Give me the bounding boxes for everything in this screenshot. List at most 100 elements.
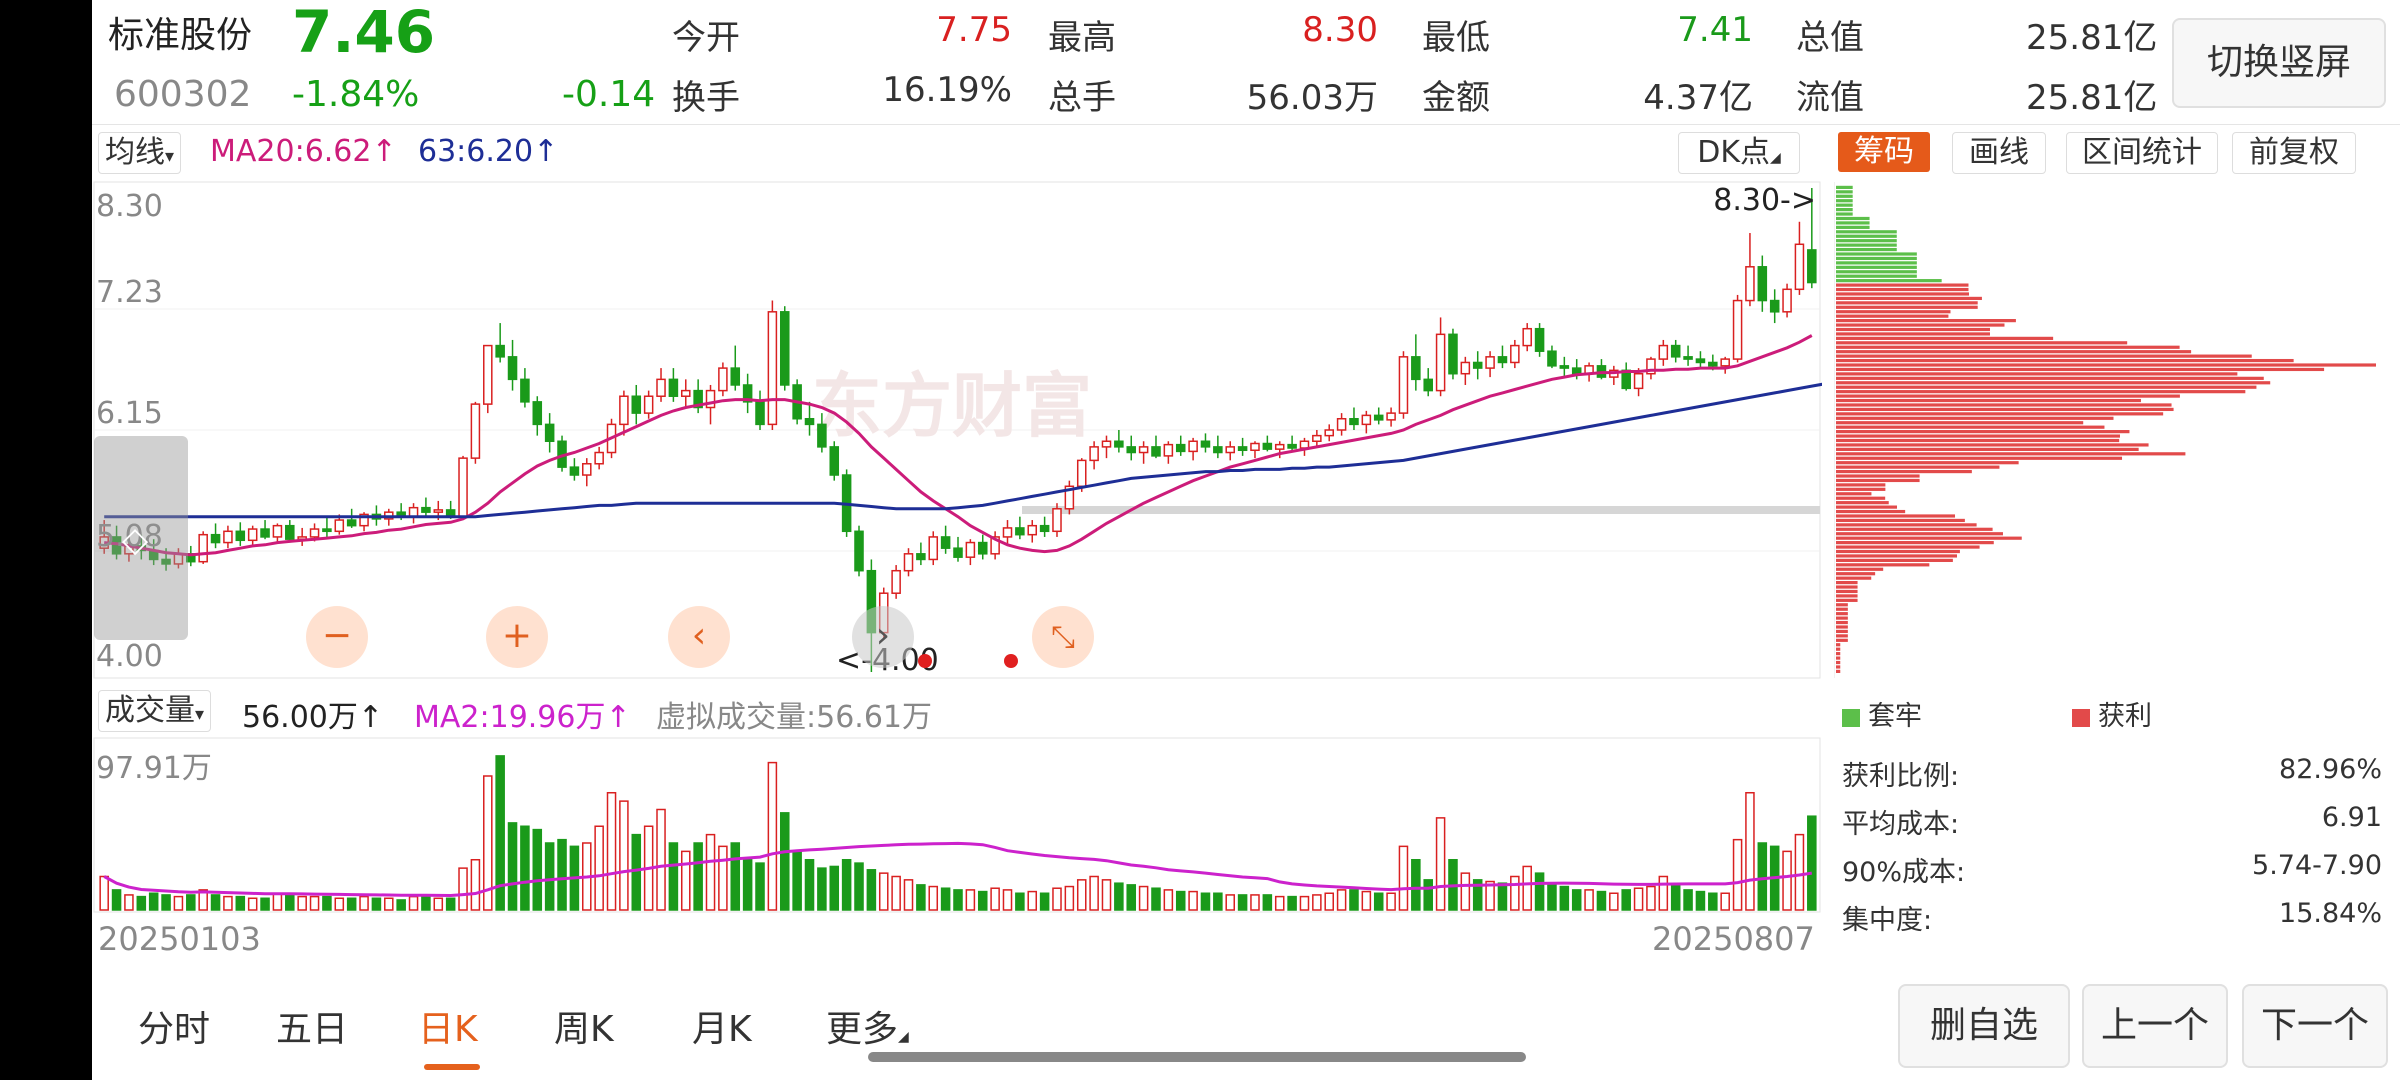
collapse-button[interactable]: ⤡ <box>1032 606 1094 668</box>
candle-body <box>272 524 283 538</box>
chip-bar <box>1836 261 1917 265</box>
chip-bar <box>1836 314 1949 318</box>
chip-bar <box>1836 394 2180 398</box>
chip-bar <box>1836 514 1956 518</box>
cost90-value: 5.74-7.90 <box>2252 850 2382 881</box>
volume-bar <box>1658 875 1669 911</box>
tab-weekly-k[interactable]: 周K <box>554 1009 614 1050</box>
chip-stat-label: 集中度: <box>1842 905 1933 936</box>
virtual-volume: 虚拟成交量:56.61万 <box>656 700 932 735</box>
candle-body <box>161 558 171 565</box>
candle-body <box>767 311 778 426</box>
volume-bar <box>903 879 914 911</box>
chip-bar <box>1836 625 1848 629</box>
candle-body <box>1324 429 1334 437</box>
indicator-select[interactable]: 均线▾ <box>98 132 182 174</box>
chip-bar <box>1836 501 1889 505</box>
volume-bar <box>705 833 716 911</box>
volume-bar <box>619 800 629 911</box>
kline-chart[interactable]: 东方财富 8.30 7.23 6.15 5.08 4.00 8.30-> <-4… <box>92 180 1822 680</box>
volume-bar <box>1670 884 1681 911</box>
volume-bar <box>1200 892 1211 911</box>
volume-bar <box>755 862 765 911</box>
volume-bar <box>532 828 543 911</box>
stat-label-volume: 总手 <box>1048 78 1116 118</box>
stat-label-amount: 金额 <box>1422 78 1490 118</box>
candle-body <box>940 536 951 549</box>
volume-bar <box>1262 894 1273 911</box>
candle-body <box>1485 356 1495 369</box>
volume-bar <box>1720 892 1730 911</box>
volume-bar <box>495 755 505 911</box>
candle-body <box>1188 440 1198 453</box>
volume-bar <box>1002 889 1013 911</box>
tab-more[interactable]: 更多◢ <box>826 1000 909 1052</box>
legend-locked: 套牢 <box>1842 694 1922 733</box>
chip-bar <box>1836 545 1980 549</box>
candle-body <box>903 553 914 572</box>
candle-body <box>520 378 530 403</box>
volume-bar <box>1633 887 1644 911</box>
zoom-drag-handle[interactable] <box>94 436 188 640</box>
tab-daily-k[interactable]: 日K <box>418 1009 478 1050</box>
candle-body <box>1225 446 1236 454</box>
candle-body <box>1708 361 1718 367</box>
zoom-out-button[interactable]: − <box>306 606 368 668</box>
chip-bar <box>1836 443 2149 447</box>
candle-body <box>656 378 666 397</box>
candle-body <box>829 446 840 476</box>
volume-bar <box>1163 889 1174 911</box>
switch-portrait-button[interactable]: 切换竖屏 <box>2172 18 2386 108</box>
volume-bar <box>297 895 307 911</box>
candle-body <box>458 457 468 518</box>
legend-locked-label: 套牢 <box>1868 701 1922 732</box>
volume-bar <box>557 838 567 911</box>
tab-monthly-k[interactable]: 月K <box>692 1009 752 1050</box>
legend-profit: 获利 <box>2072 694 2152 733</box>
candle-body <box>804 417 815 426</box>
dk-point-select[interactable]: DK点◢ <box>1678 132 1800 174</box>
forward-adjust-button[interactable]: 前复权 <box>2232 132 2356 174</box>
chip-bar <box>1836 665 1841 669</box>
candle-body <box>1163 443 1174 457</box>
range-stats-button[interactable]: 区间统计 <box>2066 132 2218 174</box>
draw-line-button[interactable]: 画线 <box>1952 132 2046 174</box>
chip-bar <box>1836 225 1870 229</box>
chip-bar <box>1836 310 1951 314</box>
remove-watchlist-button[interactable]: 删自选 <box>1898 984 2070 1068</box>
candle-body <box>1571 367 1582 375</box>
volume-bar <box>1596 890 1607 911</box>
candle-body <box>755 401 765 426</box>
volume-bar <box>272 892 283 911</box>
scroll-right-button[interactable]: › <box>852 606 914 668</box>
tab-intraday[interactable]: 分时 <box>138 1009 211 1050</box>
stat-value-amount: 4.37亿 <box>1643 78 1753 118</box>
previous-stock-button[interactable]: 上一个 <box>2082 984 2228 1068</box>
stock-code: 600302 <box>114 74 252 115</box>
chip-bar <box>1836 478 1920 483</box>
tab-five-day[interactable]: 五日 <box>276 1009 349 1050</box>
chip-button[interactable]: 筹码 <box>1838 132 1930 172</box>
zoom-in-button[interactable]: + <box>486 606 548 668</box>
candle-body <box>260 528 270 538</box>
candle-body <box>1349 417 1359 426</box>
candle-body <box>582 463 592 476</box>
candle-body <box>916 553 926 561</box>
chip-bar <box>1836 199 1853 203</box>
volume-indicator-select[interactable]: 成交量▾ <box>98 690 212 732</box>
next-stock-button[interactable]: 下一个 <box>2242 984 2388 1068</box>
chip-bar <box>1836 456 2123 460</box>
candle-body <box>1794 243 1805 291</box>
stat-value-volume: 56.03万 <box>1246 78 1378 118</box>
volume-bar <box>1411 858 1421 911</box>
horizontal-scrollbar[interactable] <box>868 1052 1526 1062</box>
volume-bar <box>1188 890 1198 911</box>
chip-bar <box>1836 465 2000 469</box>
corner-arrow-icon: ◢ <box>1770 150 1781 166</box>
volume-bar <box>841 858 852 911</box>
volume-bar <box>458 867 468 911</box>
arrow-up-icon: ↑ <box>533 134 559 169</box>
candle-body <box>569 466 580 476</box>
volume-bar <box>1782 850 1792 911</box>
scroll-left-button[interactable]: ‹ <box>668 606 730 668</box>
